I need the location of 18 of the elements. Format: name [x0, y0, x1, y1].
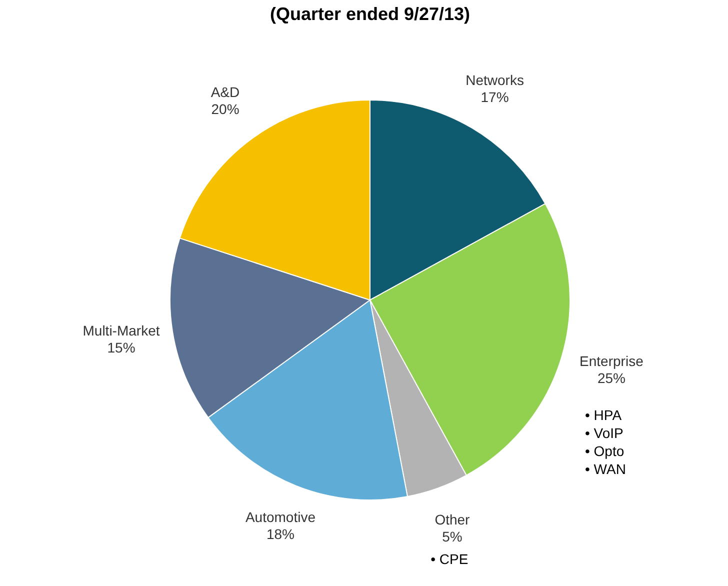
data-label: 15%: [107, 339, 136, 356]
data-label: 25%: [597, 370, 626, 386]
data-label: 18%: [266, 526, 295, 542]
slice-label: Networks: [466, 72, 524, 88]
text: • VoIP: [585, 425, 624, 441]
slice-label: Multi-Market: [82, 322, 160, 338]
text: • Opto: [585, 443, 624, 459]
text: • WAN: [585, 461, 626, 477]
slice-label: Other: [434, 511, 470, 528]
text: • HPA: [585, 407, 622, 423]
slice-label: Automotive: [245, 509, 316, 526]
text: • CPE: [430, 550, 468, 567]
data-label: 17%: [480, 89, 509, 106]
chart-title: (Quarter ended 9/27/13): [270, 4, 470, 24]
data-label: 5%: [442, 528, 462, 544]
slice-label: A&D: [210, 84, 240, 100]
slice-label: Enterprise: [580, 353, 644, 370]
data-label: 20%: [211, 100, 240, 117]
